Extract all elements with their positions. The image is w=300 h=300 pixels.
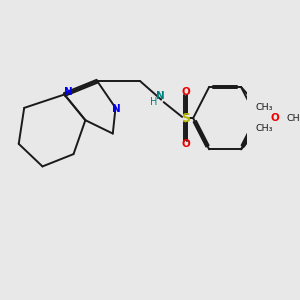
- Text: O: O: [182, 139, 190, 149]
- Text: H: H: [150, 97, 158, 107]
- Text: O: O: [182, 88, 190, 98]
- Text: N: N: [156, 91, 164, 101]
- Text: O: O: [271, 113, 280, 123]
- Text: S: S: [181, 112, 190, 125]
- Text: CH₃: CH₃: [256, 103, 273, 112]
- Text: N: N: [112, 104, 121, 114]
- Text: CH₃: CH₃: [256, 124, 273, 133]
- Text: CH₃: CH₃: [286, 114, 300, 123]
- Text: N: N: [64, 87, 73, 97]
